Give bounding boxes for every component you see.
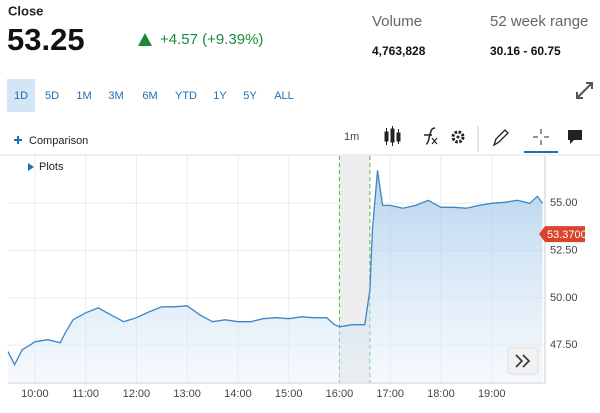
plot-area: 47.50 50.00 52.50 55.00 10:00 11:00 12:00 13:00… bbox=[7, 156, 587, 400]
range-button[interactable]: 1M bbox=[76, 90, 91, 102]
last-price-label: 53.3700 bbox=[547, 229, 587, 241]
x-tick-label: 16:00 bbox=[326, 388, 354, 400]
comparison-button[interactable]: Comparison bbox=[14, 135, 88, 147]
y-tick-label: 50.00 bbox=[550, 292, 578, 304]
x-tick-label: 14:00 bbox=[224, 388, 252, 400]
function-icon[interactable] bbox=[424, 127, 438, 145]
plots-label[interactable]: Plots bbox=[39, 161, 64, 173]
draw-icon[interactable] bbox=[492, 129, 509, 147]
stat-value: 4,763,828 bbox=[372, 44, 426, 58]
price: 53.25 bbox=[7, 22, 85, 57]
candles-icon[interactable] bbox=[384, 126, 401, 146]
x-tick-label: 18:00 bbox=[427, 388, 455, 400]
range-label: 6M bbox=[142, 90, 157, 102]
stat-label: Volume bbox=[372, 13, 422, 30]
stat-value: 30.16 - 60.75 bbox=[490, 44, 561, 58]
y-tick-label: 52.50 bbox=[550, 244, 578, 256]
y-tick-label: 55.00 bbox=[550, 197, 578, 209]
range-label: 1D bbox=[14, 90, 28, 102]
x-tick-label: 11:00 bbox=[72, 388, 99, 400]
interval[interactable]: 1m bbox=[344, 131, 359, 143]
range-label: YTD bbox=[175, 90, 197, 102]
plots-arrow[interactable] bbox=[28, 163, 34, 171]
range-button[interactable]: 6M bbox=[142, 90, 157, 102]
up-arrow bbox=[138, 33, 152, 46]
crosshair-icon[interactable] bbox=[533, 129, 549, 145]
last-price-badge bbox=[539, 226, 585, 243]
comparison-label: Comparison bbox=[29, 135, 88, 147]
range-label: 5D bbox=[45, 90, 59, 102]
range-label: 3M bbox=[108, 90, 123, 102]
range-label: 1Y bbox=[213, 90, 227, 102]
range-button[interactable]: 1Y bbox=[213, 90, 227, 102]
range-button[interactable]: 5D bbox=[45, 90, 59, 102]
x-tick-label: 19:00 bbox=[478, 388, 506, 400]
plus-icon bbox=[14, 136, 22, 144]
x-tick-label: 10:00 bbox=[21, 388, 49, 400]
range-button[interactable]: 5Y bbox=[243, 90, 257, 102]
change: +4.57 (+9.39%) bbox=[160, 31, 263, 48]
expand-icon[interactable] bbox=[576, 82, 593, 99]
y-tick-label: 47.50 bbox=[550, 339, 578, 351]
comment-icon[interactable] bbox=[568, 130, 582, 144]
x-tick-label: 13:00 bbox=[173, 388, 201, 400]
x-tick-label: 15:00 bbox=[275, 388, 303, 400]
range-label: ALL bbox=[274, 90, 294, 102]
range-bar: 1D 5D 1M 3M 6M YTD 1Y 5Y ALL bbox=[7, 79, 294, 112]
stat-label: 52 week range bbox=[490, 13, 588, 30]
range-button[interactable]: 3M bbox=[108, 90, 123, 102]
range-active-bg bbox=[7, 79, 35, 112]
settings-icon[interactable] bbox=[451, 130, 465, 144]
range-button[interactable]: ALL bbox=[274, 90, 294, 102]
x-tick-label: 12:00 bbox=[123, 388, 151, 400]
close-label: Close bbox=[8, 3, 43, 18]
range-label: 1M bbox=[76, 90, 91, 102]
area bbox=[8, 170, 543, 383]
price-line bbox=[7, 170, 544, 367]
range-button[interactable]: YTD bbox=[175, 90, 197, 102]
scroll-button[interactable] bbox=[507, 347, 539, 375]
range-label: 5Y bbox=[243, 90, 257, 102]
range-button[interactable]: 1D bbox=[7, 79, 35, 112]
x-tick-label: 17:00 bbox=[376, 388, 404, 400]
